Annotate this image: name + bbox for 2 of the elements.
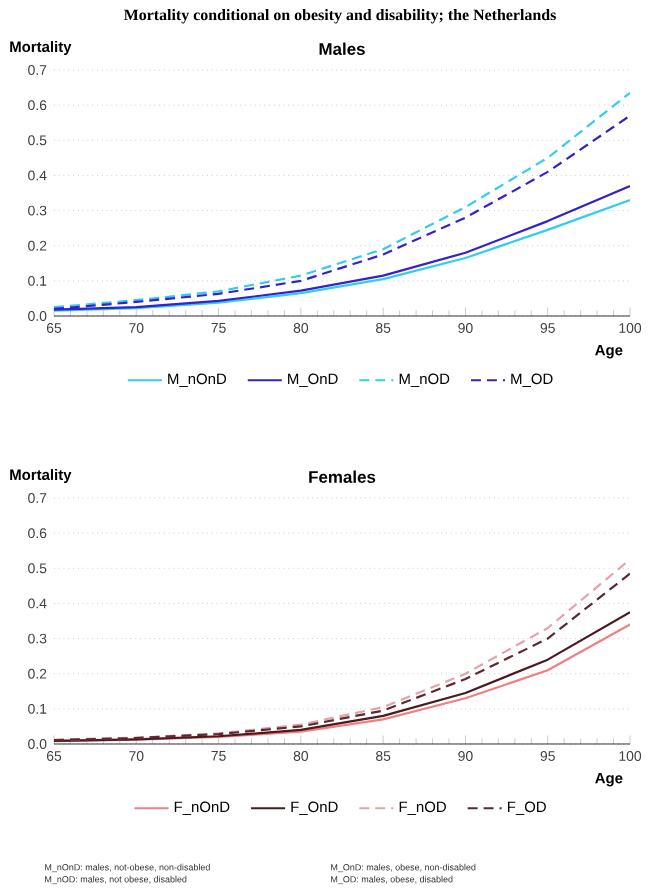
chart-title: Males [319,42,365,55]
chart-title: Females [309,470,376,483]
